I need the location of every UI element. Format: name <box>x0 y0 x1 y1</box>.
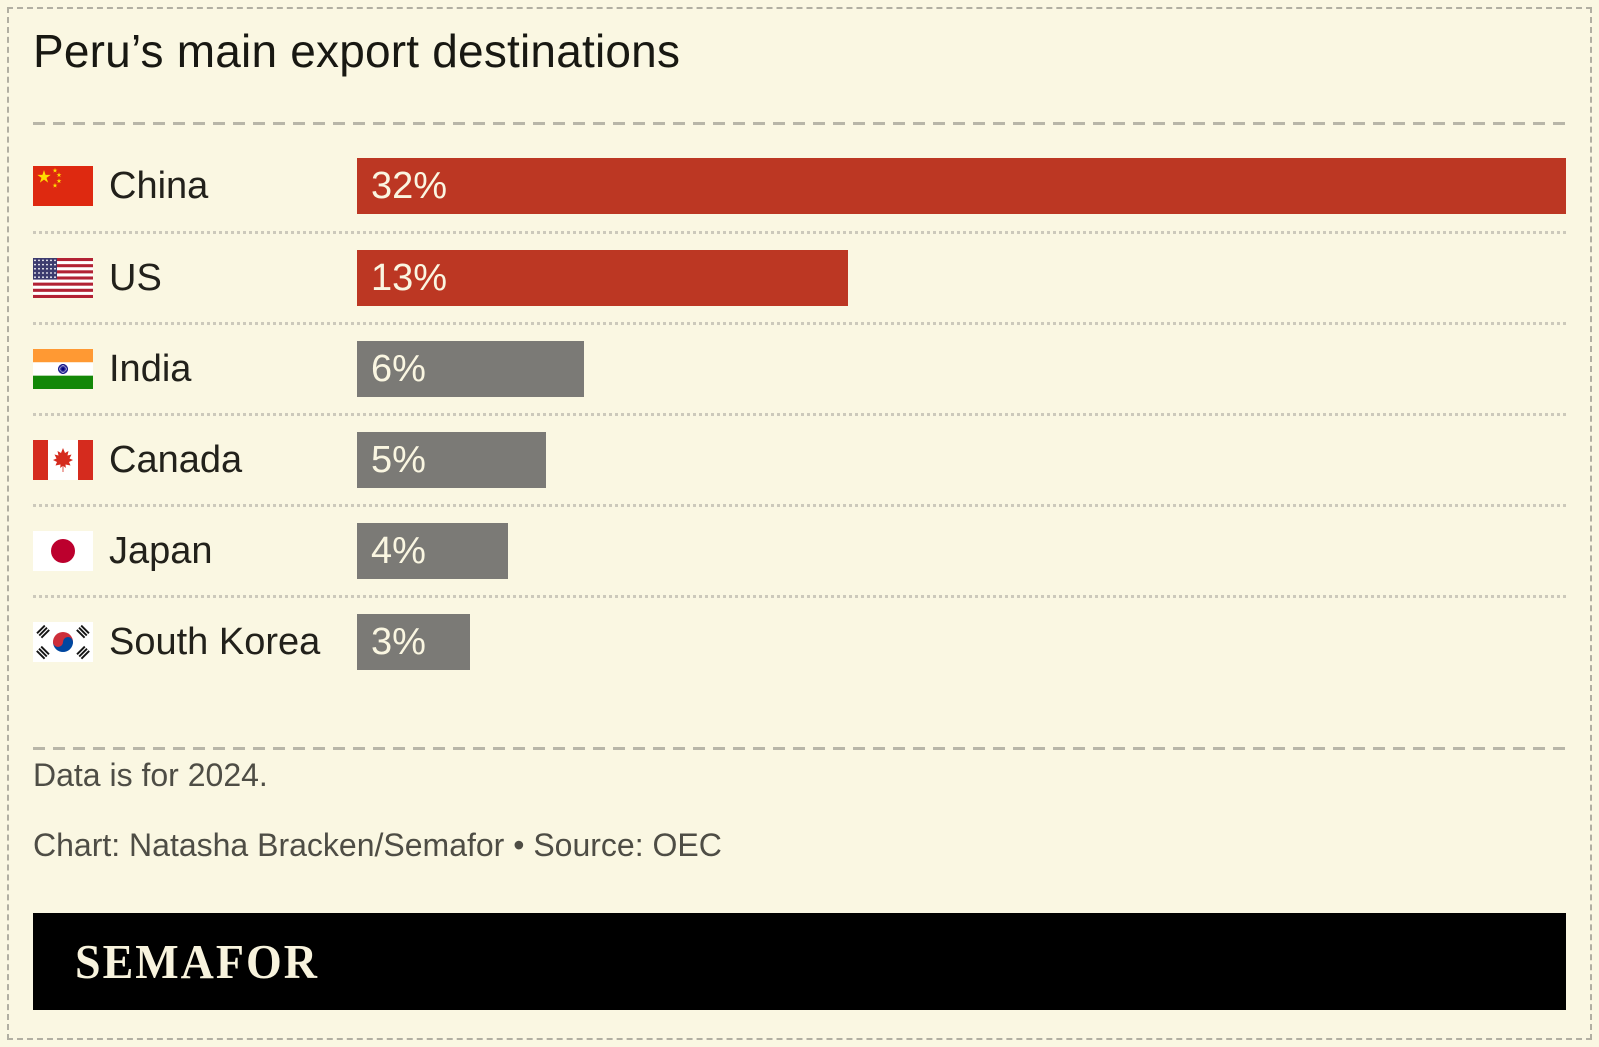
japan-flag-icon <box>33 531 93 571</box>
china-flag-icon <box>33 165 93 206</box>
bar-track: 6% <box>357 341 1566 397</box>
row-label-group: Canada <box>33 440 357 480</box>
bar-value-label: 6% <box>371 348 426 390</box>
bar-track: 3% <box>357 614 1566 670</box>
country-label: India <box>109 348 192 390</box>
bar-track: 13% <box>357 250 1566 306</box>
chart-row: China 32% <box>33 140 1566 231</box>
footer-divider <box>33 747 1566 750</box>
canada-flag-icon <box>33 440 93 480</box>
row-label-group: India <box>33 349 357 389</box>
row-label-group: South Korea <box>33 622 357 662</box>
semafor-logo: SEMAFOR <box>75 934 319 989</box>
chart-title: Peru’s main export destinations <box>33 25 681 77</box>
bar-track: 5% <box>357 432 1566 488</box>
chart-row: US 13% <box>33 231 1566 322</box>
us-flag-icon <box>33 258 93 298</box>
bar-value-label: 4% <box>371 530 426 572</box>
south-korea-flag-icon <box>33 622 93 662</box>
bar: 32% <box>357 157 1566 214</box>
bar: 6% <box>357 341 584 397</box>
bar-track: 4% <box>357 523 1566 579</box>
bar-track: 32% <box>357 157 1566 214</box>
chart-row: India 6% <box>33 322 1566 413</box>
bar: 13% <box>357 250 849 306</box>
bar-value-label: 5% <box>371 439 426 481</box>
footnote: Data is for 2024. <box>33 757 268 793</box>
bar-value-label: 13% <box>371 257 448 299</box>
bar-chart: China 32% US 13% India 6% <box>33 140 1566 686</box>
semafor-logo-bar: SEMAFOR <box>33 913 1566 1010</box>
country-label: Japan <box>109 530 213 572</box>
chart-row: Japan 4% <box>33 504 1566 595</box>
bar: 4% <box>357 523 509 579</box>
row-label-group: US <box>33 258 357 298</box>
bar-value-label: 3% <box>371 621 426 663</box>
row-label-group: China <box>33 164 357 207</box>
bar: 3% <box>357 614 471 670</box>
country-label: China <box>109 164 209 207</box>
chart-row: South Korea 3% <box>33 595 1566 686</box>
bar: 5% <box>357 432 546 488</box>
title-divider <box>33 122 1566 125</box>
india-flag-icon <box>33 349 93 389</box>
row-label-group: Japan <box>33 531 357 571</box>
country-label: US <box>109 257 162 299</box>
chart-row: Canada 5% <box>33 413 1566 504</box>
country-label: South Korea <box>109 621 321 663</box>
chart-credit: Chart: Natasha Bracken/Semafor • Source:… <box>33 827 722 863</box>
bar-value-label: 32% <box>371 164 448 207</box>
country-label: Canada <box>109 439 243 481</box>
